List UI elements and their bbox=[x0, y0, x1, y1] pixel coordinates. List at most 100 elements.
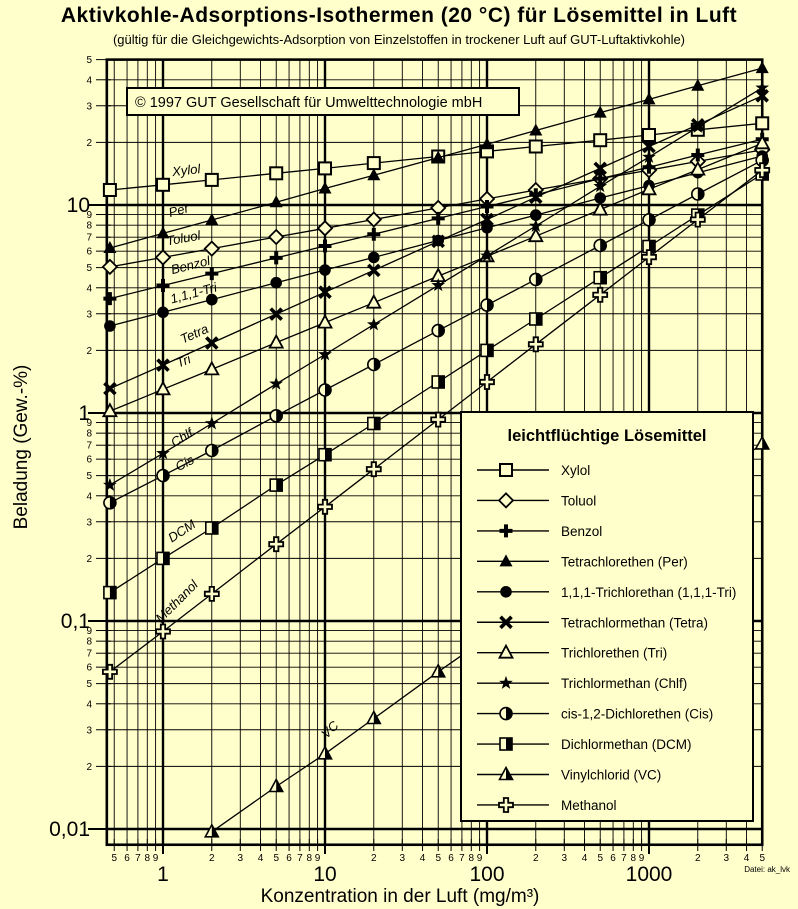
path bbox=[438, 324, 445, 337]
path bbox=[204, 416, 219, 430]
filled-triangle-marker bbox=[205, 213, 219, 225]
x-tick-minor-label: 4 bbox=[258, 853, 264, 864]
rect bbox=[528, 139, 543, 154]
path bbox=[754, 134, 771, 150]
curve-label-cis-1-2-dichlorethen: Cis bbox=[173, 452, 197, 474]
path bbox=[366, 317, 381, 331]
circle bbox=[500, 586, 512, 598]
open-diamond-marker bbox=[267, 228, 285, 246]
half-circle-marker bbox=[690, 187, 705, 201]
rect bbox=[487, 344, 493, 357]
rect bbox=[156, 177, 170, 192]
half-circle-marker bbox=[642, 213, 656, 227]
y-tick-minor-label: 3 bbox=[86, 101, 92, 112]
path bbox=[269, 376, 284, 390]
bold-x-marker bbox=[480, 212, 494, 227]
bold-x-marker bbox=[529, 190, 543, 204]
x-tick-minor-label: 2 bbox=[371, 853, 377, 864]
x-tick-minor-label: 5 bbox=[759, 853, 765, 864]
legend-item-trichlormethan: Trichlormethan (Chlf) bbox=[477, 675, 687, 691]
path bbox=[691, 78, 705, 91]
path bbox=[506, 707, 512, 720]
half-square-marker bbox=[499, 737, 513, 751]
open-square-marker bbox=[528, 139, 543, 154]
legend-label: Benzol bbox=[561, 524, 602, 539]
legend-item-vinylchlorid: Vinylchlorid (VC) bbox=[477, 765, 661, 783]
rect bbox=[366, 156, 381, 171]
rect bbox=[163, 552, 169, 565]
filled-circle-marker bbox=[368, 251, 380, 264]
rect bbox=[204, 172, 219, 187]
x-tick-minor-label: 5 bbox=[435, 853, 441, 864]
open-triangle-marker bbox=[497, 643, 515, 659]
x-tick-minor-label: 3 bbox=[238, 853, 244, 864]
path bbox=[649, 213, 655, 226]
path bbox=[438, 664, 445, 677]
filled-triangle-marker bbox=[318, 181, 332, 194]
path bbox=[316, 220, 334, 237]
circle bbox=[157, 306, 169, 319]
x-tick-minor-label: 6 bbox=[610, 853, 616, 864]
y-tick-minor-label: 6 bbox=[86, 663, 92, 674]
path bbox=[103, 381, 117, 396]
path bbox=[642, 92, 656, 105]
path bbox=[762, 436, 769, 449]
path bbox=[205, 213, 219, 225]
filled-triangle-marker bbox=[103, 241, 117, 253]
bold-x-marker bbox=[205, 336, 219, 350]
curve-label-tetrachlorethen: Per bbox=[167, 200, 191, 220]
legend-item-xylol: Xylol bbox=[477, 463, 590, 478]
legend-label: Tetrachlorethen (Per) bbox=[561, 554, 688, 569]
path bbox=[600, 239, 607, 252]
filled-star-marker bbox=[431, 278, 446, 292]
path bbox=[640, 180, 658, 196]
x-tick-minor-label: 2 bbox=[533, 853, 539, 864]
path bbox=[318, 285, 332, 299]
legend-label: Tetrachlormethan (Tetra) bbox=[561, 615, 708, 630]
half-triangle-marker bbox=[430, 663, 447, 678]
path bbox=[365, 293, 382, 309]
path bbox=[480, 248, 494, 262]
series-tetrachlorethen: Per bbox=[103, 61, 769, 253]
y-tick-minor-label: 7 bbox=[86, 649, 92, 660]
y-tick-major-label: 10 bbox=[67, 194, 90, 217]
open-diamond-marker bbox=[203, 240, 221, 257]
legend-label: Vinylchlorid (VC) bbox=[561, 768, 661, 783]
bold-plus-marker bbox=[593, 172, 607, 186]
bold-plus-marker bbox=[642, 160, 656, 174]
x-tick-minor-label: 4 bbox=[420, 853, 426, 864]
open-plus-marker bbox=[754, 162, 771, 179]
path bbox=[325, 384, 331, 396]
path bbox=[269, 251, 283, 265]
half-triangle-marker bbox=[754, 435, 771, 450]
circle bbox=[104, 320, 116, 332]
y-tick-minor-label: 9 bbox=[86, 418, 92, 429]
curve-label-toluol: Toluol bbox=[165, 228, 202, 249]
bold-plus-marker bbox=[269, 251, 283, 265]
half-triangle-marker bbox=[268, 777, 285, 793]
circle bbox=[206, 293, 218, 306]
path bbox=[487, 299, 493, 312]
filled-circle-marker bbox=[270, 276, 282, 289]
x-tick-major-label: 1000 bbox=[626, 863, 673, 886]
path bbox=[592, 200, 609, 216]
bold-x-marker bbox=[499, 615, 513, 630]
y-tick-minor-label: 3 bbox=[86, 309, 92, 320]
filled-circle-marker bbox=[157, 306, 169, 319]
path bbox=[697, 188, 704, 200]
path bbox=[373, 711, 381, 724]
rect bbox=[269, 166, 284, 181]
bold-x-marker bbox=[269, 307, 283, 321]
legend: leichtflüchtige Lösemittel Xylol Toluol Ben… bbox=[460, 411, 754, 822]
bold-x-marker bbox=[431, 234, 445, 249]
half-triangle-marker bbox=[203, 823, 220, 838]
rect bbox=[506, 738, 512, 750]
rect bbox=[600, 271, 607, 284]
filled-star-marker bbox=[318, 347, 332, 361]
x-tick-minor-label: 9 bbox=[153, 853, 159, 864]
path bbox=[373, 358, 380, 371]
half-square-marker bbox=[593, 270, 608, 285]
filled-star-marker bbox=[103, 477, 117, 491]
open-plus-marker bbox=[102, 663, 118, 680]
